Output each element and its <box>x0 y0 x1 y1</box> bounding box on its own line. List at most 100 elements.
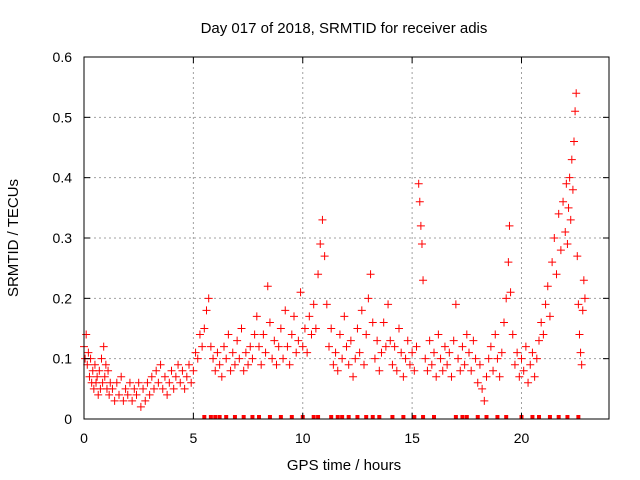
x-tick-label: 5 <box>189 430 197 446</box>
rug-mark <box>504 415 509 419</box>
data-point <box>561 227 570 236</box>
data-point <box>338 354 347 363</box>
rug-mark <box>401 415 406 419</box>
data-point <box>438 366 447 375</box>
data-point <box>447 372 456 381</box>
data-point <box>552 270 561 279</box>
data-point <box>577 360 586 369</box>
data-point <box>357 306 366 315</box>
y-tick-label: 0.6 <box>53 49 73 65</box>
data-point <box>425 336 434 345</box>
data-point <box>379 318 388 327</box>
data-point <box>580 294 589 303</box>
data-point <box>541 300 550 309</box>
rug-mark <box>556 415 561 419</box>
data-point <box>539 330 548 339</box>
data-point <box>100 372 109 381</box>
data-point <box>189 366 198 375</box>
data-point <box>340 312 349 321</box>
data-point <box>360 360 368 369</box>
y-tick-label: 0.3 <box>53 230 73 246</box>
data-point <box>572 89 581 98</box>
data-point <box>195 330 204 339</box>
data-point <box>458 342 467 351</box>
data-point <box>390 342 399 351</box>
data-point <box>303 348 312 357</box>
data-point <box>493 354 502 363</box>
data-point <box>504 258 513 267</box>
data-point <box>408 348 417 357</box>
rug-mark <box>250 415 255 419</box>
data-point <box>108 384 117 393</box>
data-point <box>117 372 126 381</box>
data-point <box>414 179 423 188</box>
rug-mark <box>329 415 334 419</box>
data-point <box>139 384 148 393</box>
chart-title: Day 017 of 2018, SRMTID for receiver adi… <box>201 20 488 37</box>
data-point <box>491 330 500 339</box>
data-point <box>259 330 268 339</box>
data-point <box>290 312 298 321</box>
rug-mark <box>346 415 351 419</box>
data-point <box>226 366 235 375</box>
data-point <box>141 396 150 405</box>
data-point <box>489 366 498 375</box>
data-point <box>399 372 408 381</box>
points-layer <box>80 89 589 411</box>
data-point <box>307 330 316 339</box>
data-point <box>548 258 557 267</box>
rug-layer <box>202 415 581 419</box>
data-point <box>224 330 233 339</box>
data-point <box>497 348 506 357</box>
data-point <box>105 390 114 399</box>
data-point <box>244 360 253 369</box>
data-point <box>392 366 401 375</box>
data-point <box>178 366 187 375</box>
data-point <box>233 336 242 345</box>
rug-mark <box>316 415 321 419</box>
data-point <box>143 378 152 387</box>
data-point <box>537 318 546 327</box>
data-point <box>130 384 139 393</box>
data-point <box>370 354 379 363</box>
data-point <box>353 324 362 333</box>
rug-mark <box>460 415 465 419</box>
data-point <box>451 300 460 309</box>
data-point <box>132 390 141 399</box>
data-point <box>368 318 377 327</box>
data-point <box>329 360 338 369</box>
data-point <box>471 354 480 363</box>
rug-mark <box>289 415 294 419</box>
data-point <box>154 378 163 387</box>
data-point <box>351 354 360 363</box>
data-point <box>465 348 473 357</box>
data-point <box>239 366 248 375</box>
rug-mark <box>412 415 417 419</box>
data-point <box>495 372 504 381</box>
data-point <box>386 336 395 345</box>
data-point <box>346 336 355 345</box>
rug-mark <box>377 415 382 419</box>
data-point <box>559 197 568 206</box>
data-point <box>373 336 382 345</box>
data-point <box>528 348 537 357</box>
data-point <box>567 155 576 164</box>
rug-mark <box>267 415 272 419</box>
data-point <box>268 354 277 363</box>
data-point <box>454 354 463 363</box>
rug-mark <box>495 415 500 419</box>
data-point <box>145 390 154 399</box>
data-point <box>276 324 285 333</box>
data-point <box>158 384 167 393</box>
data-point <box>565 173 574 182</box>
data-point <box>252 312 261 321</box>
data-point <box>204 294 213 303</box>
data-point <box>296 288 305 297</box>
data-point <box>206 342 215 351</box>
data-point <box>502 294 511 303</box>
data-point <box>564 203 573 212</box>
data-point <box>309 300 318 309</box>
data-point <box>405 360 414 369</box>
data-point <box>169 384 178 393</box>
